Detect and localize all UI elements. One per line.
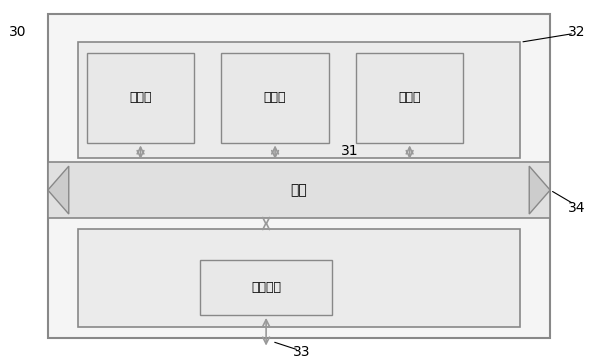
Text: 32: 32 (568, 25, 586, 39)
FancyBboxPatch shape (78, 42, 520, 158)
Text: 34: 34 (568, 201, 586, 215)
Text: 存储器: 存储器 (398, 91, 421, 104)
Text: 处理器: 处理器 (129, 91, 152, 104)
Text: 31: 31 (341, 144, 358, 158)
FancyBboxPatch shape (78, 229, 520, 327)
Polygon shape (48, 166, 69, 214)
FancyBboxPatch shape (87, 53, 194, 143)
Polygon shape (529, 166, 550, 214)
Text: 总线: 总线 (291, 183, 307, 197)
Text: 33: 33 (293, 345, 311, 359)
FancyBboxPatch shape (200, 261, 332, 315)
FancyBboxPatch shape (48, 162, 550, 218)
FancyBboxPatch shape (221, 53, 329, 143)
Text: 30: 30 (9, 25, 27, 39)
FancyBboxPatch shape (48, 14, 550, 338)
FancyBboxPatch shape (356, 53, 463, 143)
Text: 显示屏: 显示屏 (264, 91, 286, 104)
Text: 通信接口: 通信接口 (251, 281, 281, 294)
